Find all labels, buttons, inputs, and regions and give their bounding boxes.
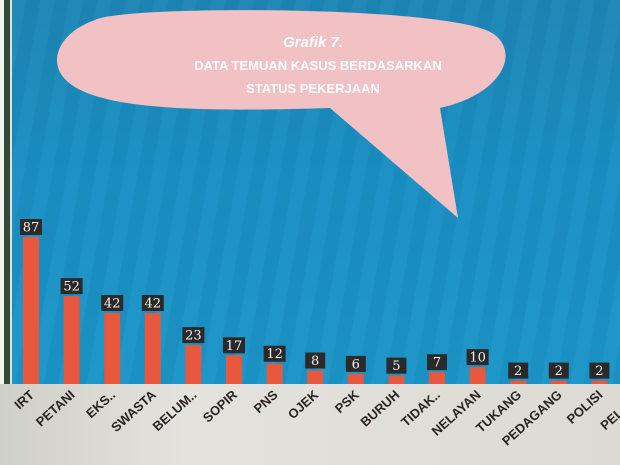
category-label-6: PNS bbox=[251, 387, 281, 416]
value-label-4: 23 bbox=[185, 329, 202, 344]
value-label-6: 12 bbox=[266, 347, 283, 362]
category-label-4: BELUM.. bbox=[150, 387, 200, 434]
bar-group bbox=[23, 237, 608, 384]
value-label-3: 42 bbox=[145, 297, 162, 312]
value-label-box-7 bbox=[305, 352, 326, 369]
value-label-group: 87 52 42 42 23 17 12 8 6 5 7 10 2 2 2 bbox=[20, 219, 610, 379]
poster-edge-stripe bbox=[0, 0, 12, 384]
bar-12 bbox=[510, 380, 527, 384]
value-label-box-12 bbox=[508, 362, 529, 379]
bar-8 bbox=[347, 373, 364, 384]
value-label-box-13 bbox=[548, 362, 569, 379]
speech-bubble-shape bbox=[56, 10, 506, 218]
chart-title: Grafik 7. bbox=[283, 34, 343, 51]
value-label-box-2 bbox=[101, 295, 124, 311]
value-label-5: 17 bbox=[226, 339, 243, 354]
value-label-box-8 bbox=[345, 355, 366, 372]
category-label-8: PSK bbox=[332, 387, 362, 416]
bar-7 bbox=[307, 370, 324, 384]
bar-0 bbox=[23, 237, 39, 384]
value-label-2: 42 bbox=[104, 297, 121, 312]
category-label-3: SWASTA bbox=[108, 387, 159, 435]
title-bubble: Grafik 7. DATA TEMUAN KASUS BERDASARKAN … bbox=[56, 10, 506, 218]
value-label-box-11 bbox=[466, 349, 489, 366]
category-label-9: BURUH bbox=[357, 387, 402, 430]
value-label-11: 10 bbox=[469, 351, 486, 366]
category-label-7: OJEK bbox=[285, 387, 322, 422]
value-label-9: 5 bbox=[392, 359, 400, 374]
bar-9 bbox=[388, 375, 405, 384]
category-label-0: IRT bbox=[11, 387, 37, 412]
chart-subtitle-line-1: DATA TEMUAN KASUS BERDASARKAN bbox=[194, 58, 441, 73]
bar-11 bbox=[469, 367, 486, 384]
value-label-box-6 bbox=[263, 345, 286, 362]
bar-1 bbox=[63, 296, 80, 384]
bar-14 bbox=[591, 380, 608, 384]
bar-6 bbox=[266, 363, 283, 384]
value-label-box-14 bbox=[589, 362, 610, 379]
value-label-14: 2 bbox=[595, 364, 603, 379]
chart-subtitle-line-2: STATUS PEKERJAAN bbox=[246, 81, 380, 96]
value-label-box-0 bbox=[20, 219, 42, 235]
category-label-5: SOPIR bbox=[200, 387, 241, 426]
bar-2 bbox=[104, 313, 121, 384]
category-label-1: PETANI bbox=[33, 387, 78, 429]
value-label-0: 87 bbox=[23, 221, 40, 236]
bar-13 bbox=[550, 380, 567, 384]
value-label-box-1 bbox=[60, 278, 83, 295]
value-label-10: 7 bbox=[433, 356, 441, 371]
value-label-box-3 bbox=[141, 295, 164, 311]
bar-10 bbox=[429, 372, 445, 384]
value-label-box-5 bbox=[223, 337, 245, 354]
bar-5 bbox=[226, 355, 242, 384]
value-label-box-4 bbox=[182, 327, 205, 344]
value-label-8: 6 bbox=[352, 357, 360, 372]
bar-4 bbox=[185, 345, 202, 384]
bar-3 bbox=[144, 313, 161, 384]
value-label-12: 2 bbox=[514, 364, 522, 379]
value-label-box-10 bbox=[427, 354, 447, 371]
value-label-13: 2 bbox=[555, 364, 563, 379]
value-label-7: 8 bbox=[311, 354, 319, 369]
category-label-2: EKS.. bbox=[83, 387, 118, 421]
value-label-1: 52 bbox=[63, 280, 80, 295]
value-label-box-9 bbox=[386, 357, 407, 374]
